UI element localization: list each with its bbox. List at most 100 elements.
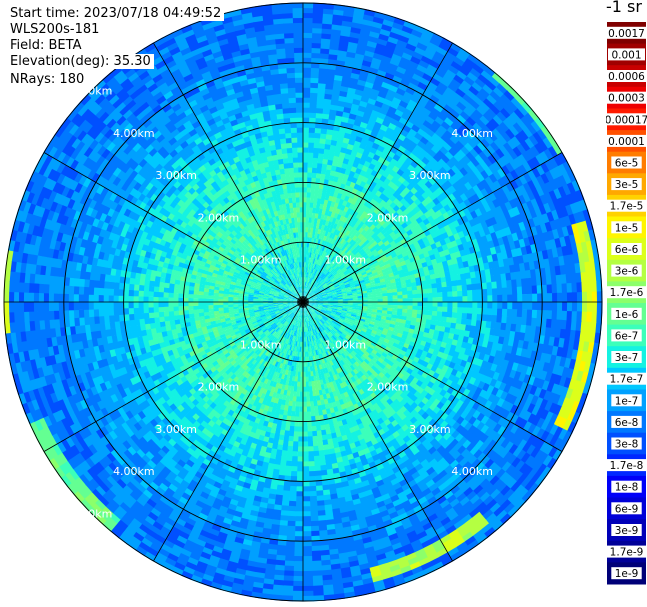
data-cell (362, 292, 368, 296)
data-cell (496, 196, 506, 207)
data-cell (393, 270, 400, 276)
data-cell (323, 269, 328, 275)
data-cell (586, 301, 593, 313)
data-cell (420, 32, 433, 43)
data-cell (558, 216, 568, 229)
data-cell (586, 291, 593, 303)
data-cell (488, 173, 498, 184)
data-cell (511, 309, 518, 318)
data-cell (452, 296, 459, 303)
data-cell (400, 319, 407, 324)
data-cell (478, 128, 489, 139)
data-cell (549, 266, 557, 277)
data-cell (526, 317, 533, 327)
data-cell (321, 274, 326, 280)
data-cell (446, 159, 456, 169)
data-cell (539, 326, 547, 337)
data-cell (308, 211, 313, 218)
data-cell (407, 81, 419, 91)
data-cell (370, 256, 377, 263)
data-cell (320, 290, 327, 294)
data-cell (405, 103, 416, 113)
data-cell (575, 320, 582, 332)
data-cell (313, 274, 317, 280)
data-cell (444, 270, 451, 277)
data-cell (314, 288, 320, 293)
data-cell (372, 301, 379, 305)
data-cell (322, 219, 327, 226)
data-cell (386, 88, 397, 98)
data-cell (553, 256, 561, 267)
data-cell (341, 116, 350, 124)
data-cell (304, 251, 307, 258)
data-cell (311, 273, 315, 279)
data-cell (326, 215, 331, 222)
data-cell (485, 275, 492, 283)
data-cell (335, 275, 341, 280)
data-cell (310, 72, 320, 79)
data-cell (317, 213, 322, 220)
data-cell (306, 293, 310, 299)
data-cell (308, 241, 312, 248)
data-cell (305, 281, 307, 288)
data-cell (391, 252, 398, 259)
data-cell (337, 49, 348, 57)
data-cell (550, 319, 558, 329)
data-cell (318, 265, 322, 272)
data-cell (340, 232, 346, 239)
data-cell (531, 177, 541, 189)
data-cell (401, 312, 408, 317)
data-cell (462, 93, 474, 104)
data-cell (493, 100, 505, 112)
data-cell (418, 59, 430, 69)
data-cell (316, 259, 321, 265)
data-cell (311, 293, 317, 297)
data-cell (320, 273, 325, 279)
data-cell (492, 86, 505, 98)
data-cell (464, 181, 473, 191)
data-cell (515, 271, 522, 280)
data-cell (388, 62, 399, 72)
data-cell (313, 268, 317, 275)
data-cell (435, 277, 442, 284)
data-cell (306, 295, 312, 300)
data-cell (389, 57, 401, 67)
data-cell (491, 207, 500, 217)
data-cell (586, 311, 593, 323)
data-cell (417, 305, 424, 311)
data-cell (536, 128, 548, 141)
data-cell (315, 122, 322, 129)
data-cell (497, 294, 503, 303)
data-cell (512, 294, 518, 303)
data-cell (488, 163, 498, 174)
data-cell (420, 318, 427, 324)
data-cell (340, 287, 347, 291)
data-cell (497, 167, 507, 179)
data-cell (317, 303, 324, 305)
data-cell (411, 317, 418, 323)
data-cell (352, 298, 359, 301)
data-cell (339, 90, 348, 98)
data-cell (456, 285, 463, 292)
data-cell (353, 267, 360, 273)
data-cell (447, 296, 454, 303)
data-cell (336, 260, 342, 267)
data-cell (549, 168, 559, 180)
data-cell (470, 277, 478, 285)
data-cell (448, 176, 457, 186)
data-cell (395, 250, 403, 257)
data-cell (312, 303, 319, 305)
data-cell (344, 248, 351, 254)
data-cell (451, 285, 458, 292)
data-cell (490, 321, 497, 330)
data-cell (349, 246, 356, 252)
data-cell (377, 301, 384, 305)
data-cell (317, 265, 321, 271)
data-cell (456, 318, 463, 325)
data-cell (411, 148, 421, 157)
data-cell (432, 292, 439, 298)
data-cell (354, 269, 361, 274)
data-cell (415, 281, 422, 287)
data-cell (482, 97, 494, 109)
data-cell (311, 217, 315, 224)
